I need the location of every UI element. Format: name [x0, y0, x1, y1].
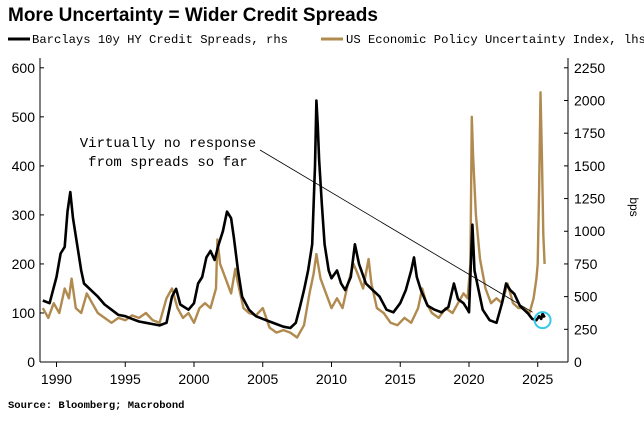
left-tick-label: 400 [12, 158, 36, 174]
legend-label-spreads: Barclays 10y HY Credit Spreads, rhs [32, 33, 288, 47]
end-point-highlight [533, 311, 552, 330]
right-tick-label: 2250 [574, 60, 605, 76]
right-axis-unit-label: bps [627, 197, 641, 216]
legend-label-uncertainty: US Economic Policy Uncertainty Index, lh… [346, 33, 644, 47]
x-tick-label: 2000 [178, 371, 209, 387]
x-tick-label: 2005 [247, 371, 278, 387]
x-tick-label: 1995 [110, 371, 141, 387]
right-tick-label: 1250 [574, 191, 605, 207]
right-tick-label: 1750 [574, 125, 605, 141]
left-tick-label: 500 [12, 109, 36, 125]
left-tick-label: 100 [12, 305, 36, 321]
annotation: Virtually no response from spreads so fa… [80, 136, 256, 171]
right-tick-label: 500 [574, 289, 598, 305]
x-tick-label: 2015 [385, 371, 416, 387]
legend: Barclays 10y HY Credit Spreads, rhs US E… [8, 33, 644, 47]
right-tick-label: 1500 [574, 158, 605, 174]
annotation-line-1: Virtually no response [80, 136, 256, 152]
series-line-uncertainty [41, 91, 546, 339]
left-tick-label: 200 [12, 256, 36, 272]
x-tick-label: 2020 [453, 371, 484, 387]
series-layer [41, 91, 552, 339]
axes: 0 100 200 300 400 500 600 0 250 500 750 1000 1250 150… [12, 58, 641, 387]
x-tick-label: 2010 [316, 371, 347, 387]
left-tick-label: 600 [12, 60, 36, 76]
right-tick-label: 1000 [574, 223, 605, 239]
source-note: Source: Bloomberg; Macrobond [8, 400, 184, 412]
x-tick-label: 1990 [41, 371, 72, 387]
chart-title: More Uncertainty = Wider Credit Spreads [8, 5, 378, 26]
left-tick-label: 300 [12, 207, 36, 223]
left-tick-label: 0 [27, 354, 35, 370]
series-line-spreads [42, 99, 546, 330]
right-tick-label: 250 [574, 321, 598, 337]
x-tick-label: 2025 [522, 371, 553, 387]
annotation-pointer-line [259, 149, 533, 313]
right-tick-label: 2000 [574, 92, 605, 108]
right-tick-label: 0 [574, 354, 582, 370]
right-tick-label: 750 [574, 256, 598, 272]
annotation-line-2: from spreads so far [88, 155, 248, 171]
